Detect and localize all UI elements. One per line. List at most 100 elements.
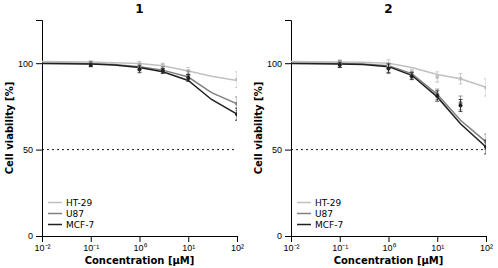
legend-entry: MCF-7 [297, 220, 343, 230]
error-bar [89, 63, 93, 66]
tick-mark [237, 236, 238, 242]
data-point [89, 62, 93, 66]
data-point [387, 66, 391, 70]
title: 2 [384, 2, 392, 16]
tick: 10⁻² [283, 236, 299, 253]
error-bar [459, 99, 463, 111]
data-point [387, 66, 391, 70]
error-bar [235, 108, 237, 120]
axis-line [43, 237, 238, 243]
tick-label: 10² [231, 243, 244, 253]
error-bar [138, 66, 142, 73]
legend: HT-29U87MCF-7 [297, 198, 343, 230]
axis-line [285, 21, 292, 237]
tick-label: 10⁻¹ [83, 243, 99, 253]
tick: 10⁻¹ [332, 236, 348, 253]
points [338, 60, 486, 96]
error-bar [484, 79, 486, 96]
error-bar [410, 73, 414, 80]
tick: 10² [231, 236, 244, 253]
tick: 50 [272, 145, 291, 155]
legend-entry: HT-29 [297, 198, 341, 208]
axis-line [292, 237, 487, 243]
error-bar [435, 91, 439, 101]
tick-label: 50 [23, 145, 33, 155]
legend-entry: U87 [297, 209, 333, 219]
error-bar [338, 61, 342, 68]
data-point [235, 102, 237, 106]
tick-label: 10¹ [431, 243, 444, 253]
tick-label: 0 [28, 231, 33, 241]
data-point [484, 85, 486, 89]
y-axis-title: Cell viability [%] [253, 82, 264, 175]
title: 1 [135, 2, 143, 16]
x-axis-title: Concentration [μM] [85, 255, 195, 266]
curve [291, 61, 486, 87]
tick: 0 [28, 231, 42, 241]
tick-mark [437, 236, 438, 242]
points [338, 61, 486, 150]
tick: 0 [277, 231, 291, 241]
tick-label: 10⁰ [133, 243, 146, 253]
data-point [459, 104, 463, 108]
legend-swatch [297, 202, 311, 204]
tick-label: 10¹ [182, 243, 195, 253]
legend: HT-29U87MCF-7 [48, 198, 94, 230]
error-bar [410, 72, 414, 79]
tick: 10² [480, 236, 493, 253]
data-point [338, 63, 342, 67]
plot-area [42, 60, 237, 149]
error-bar [387, 60, 391, 72]
legend-label: MCF-7 [66, 220, 94, 230]
tick: 10¹ [431, 236, 444, 253]
reference-line [291, 149, 486, 150]
tick-label: 10⁻² [283, 243, 299, 253]
legend-label: HT-29 [315, 198, 341, 208]
tick-label: 10² [480, 243, 493, 253]
data-point [138, 67, 142, 71]
error-bar [387, 64, 391, 73]
tick-mark [285, 236, 291, 237]
error-bar [161, 68, 165, 73]
legend-swatch [297, 224, 311, 226]
curve [42, 63, 237, 104]
data-point [410, 74, 414, 78]
data-point [484, 145, 486, 149]
tick-mark [188, 236, 189, 242]
data-point [235, 112, 237, 116]
tick: 10⁻² [34, 236, 50, 253]
error-bar [186, 74, 190, 81]
data-point [89, 63, 93, 67]
data-point [435, 94, 439, 98]
panel: 10⁻²10⁻¹10⁰10¹10²0501001Concentration [μ… [4, 2, 244, 266]
legend-label: HT-29 [66, 198, 92, 208]
tick-mark [140, 236, 141, 242]
legend-swatch [48, 202, 62, 204]
curve [291, 63, 486, 142]
data-point [435, 75, 439, 79]
x-axis-title: Concentration [μM] [334, 255, 444, 266]
error-bar [89, 61, 93, 66]
tick: 10⁰ [133, 236, 146, 253]
tick-label: 0 [277, 231, 282, 241]
tick-label: 10⁰ [382, 243, 395, 253]
legend-entry: U87 [48, 209, 84, 219]
error-bar [161, 63, 165, 66]
tick-mark [389, 236, 390, 242]
legend-swatch [297, 213, 311, 215]
tick-mark [285, 150, 291, 151]
y-axis: 0 50 100 [267, 21, 292, 242]
tick: 10¹ [182, 236, 195, 253]
reference-line [42, 149, 237, 150]
tick-label: 50 [272, 145, 282, 155]
tick-mark [36, 63, 42, 64]
data-point [235, 78, 237, 82]
tick: 100 [267, 59, 291, 69]
points [89, 63, 237, 120]
legend-swatch [48, 224, 62, 226]
axis-line [36, 21, 43, 237]
data-point [161, 69, 165, 73]
legend-entry: HT-29 [48, 198, 92, 208]
tick-mark [36, 236, 42, 237]
y-axis-title: Cell viability [%] [4, 82, 15, 175]
